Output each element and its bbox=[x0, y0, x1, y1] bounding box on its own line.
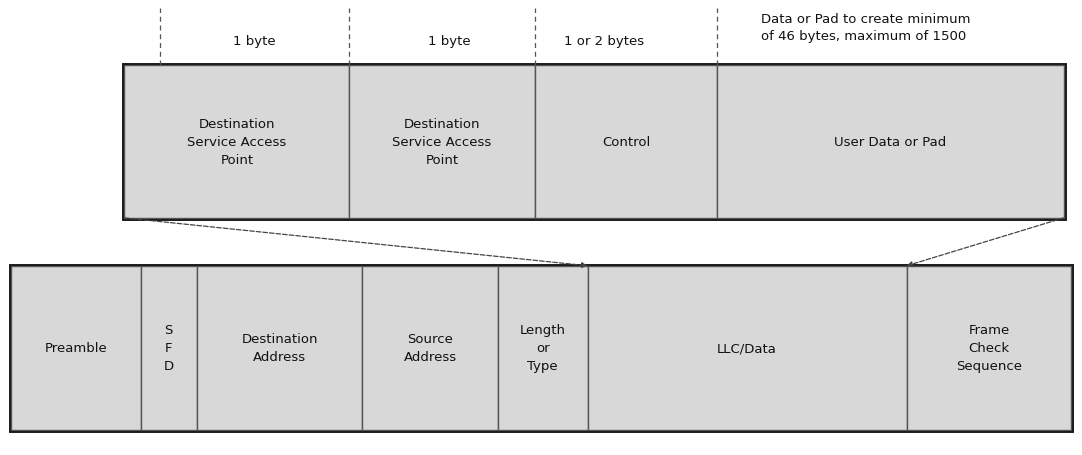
Text: LLC/Data: LLC/Data bbox=[717, 342, 777, 354]
Text: Control: Control bbox=[602, 136, 650, 149]
Text: Source
Address: Source Address bbox=[404, 333, 457, 364]
Text: Frame
Check
Sequence: Frame Check Sequence bbox=[956, 324, 1021, 373]
Bar bbox=[498, 266, 588, 430]
Text: S
F
D: S F D bbox=[163, 324, 174, 373]
Text: 1 or 2 bytes: 1 or 2 bytes bbox=[564, 35, 644, 48]
Bar bbox=[197, 266, 362, 430]
Bar bbox=[141, 266, 197, 430]
Text: Destination
Service Access
Point: Destination Service Access Point bbox=[393, 118, 491, 167]
Bar bbox=[907, 266, 1071, 430]
Text: 1 byte: 1 byte bbox=[427, 35, 471, 48]
Text: Destination
Service Access
Point: Destination Service Access Point bbox=[187, 118, 287, 167]
Bar bbox=[124, 66, 349, 218]
Text: Data or Pad to create minimum
of 46 bytes, maximum of 1500: Data or Pad to create minimum of 46 byte… bbox=[761, 13, 971, 43]
Text: Destination
Address: Destination Address bbox=[241, 333, 318, 364]
Bar bbox=[535, 66, 717, 218]
Bar bbox=[349, 66, 535, 218]
Bar bbox=[588, 266, 907, 430]
Bar bbox=[362, 266, 498, 430]
Text: User Data or Pad: User Data or Pad bbox=[834, 136, 947, 149]
Text: Preamble: Preamble bbox=[44, 342, 107, 354]
Text: 1 byte: 1 byte bbox=[233, 35, 276, 48]
Bar bbox=[11, 266, 141, 430]
Bar bbox=[124, 66, 1064, 218]
Bar bbox=[717, 66, 1064, 218]
Bar bbox=[11, 266, 1071, 430]
Text: Length
or
Type: Length or Type bbox=[519, 324, 566, 373]
